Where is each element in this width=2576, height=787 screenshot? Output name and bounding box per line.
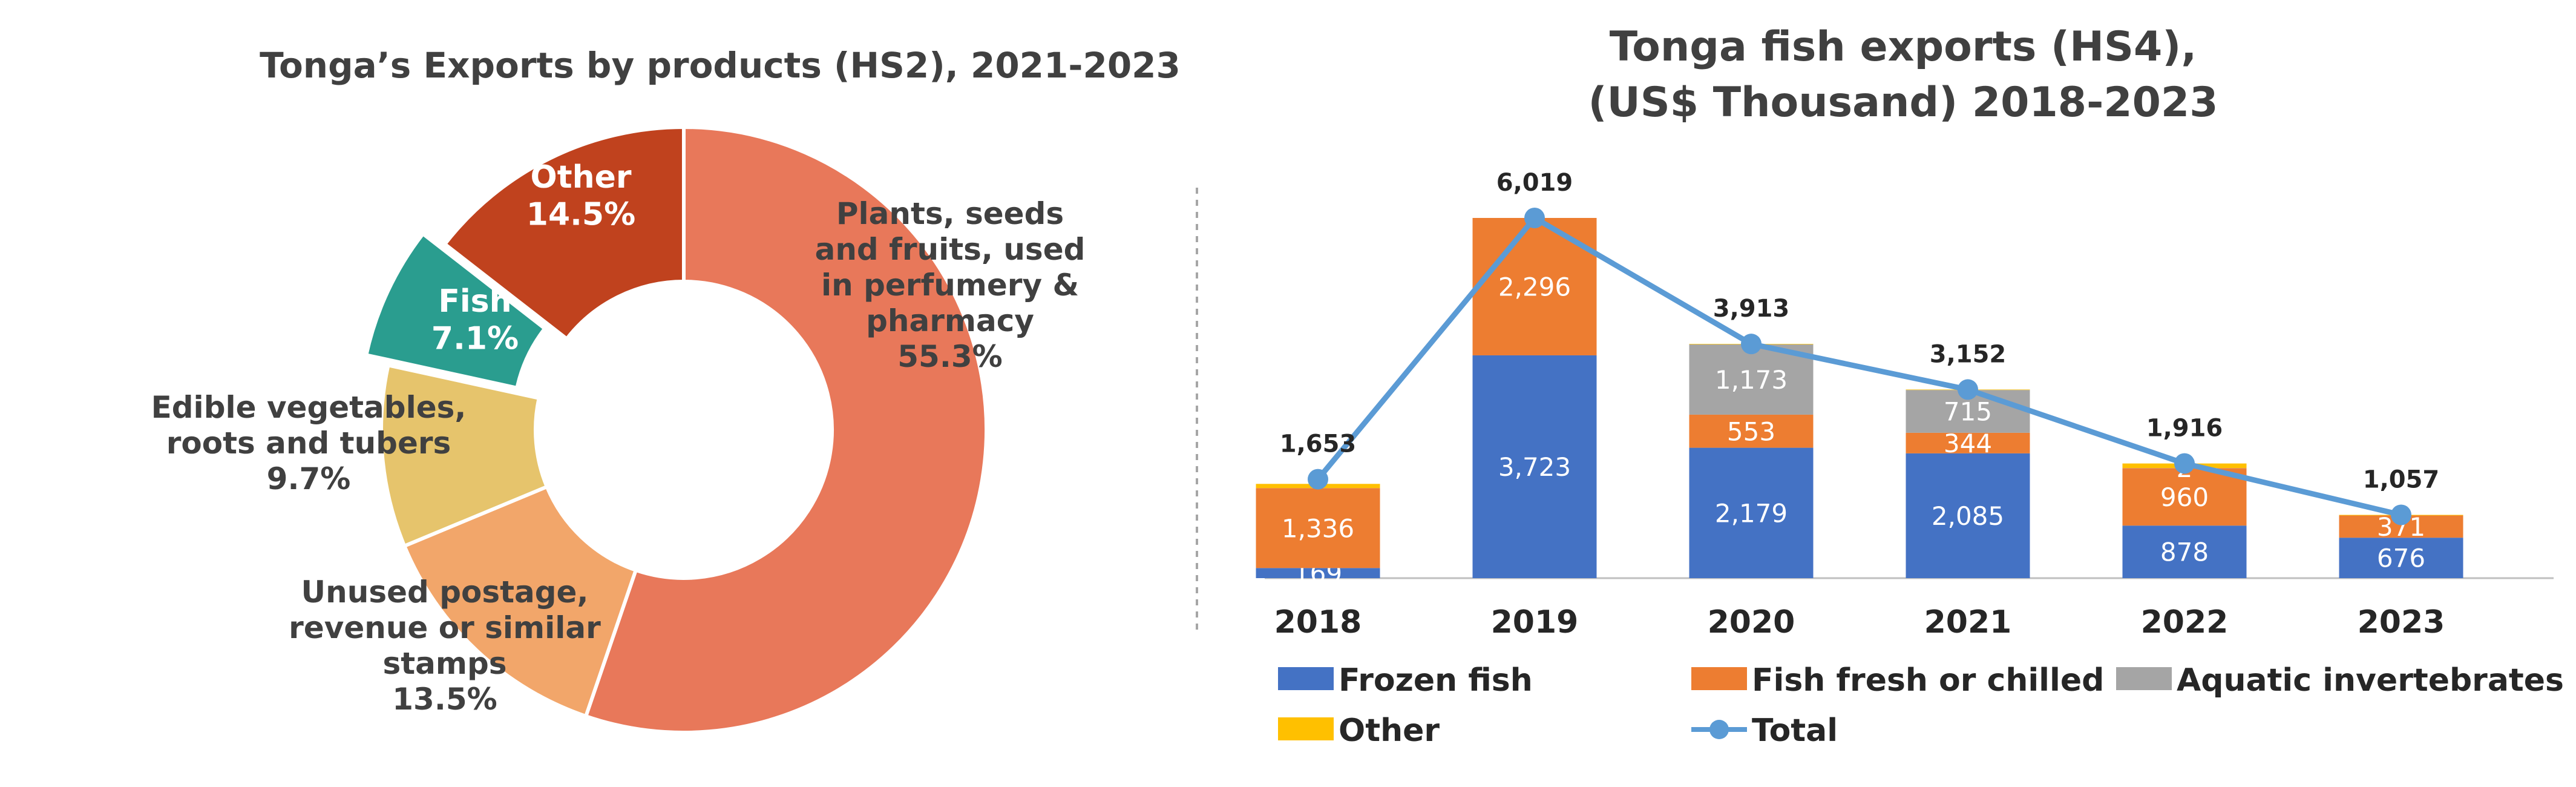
donut-label-fish: Fish 7.1% — [431, 283, 519, 357]
bar-frozen-fish-2019 — [1472, 355, 1597, 578]
donut-chart-title: Tonga’s Exports by products (HS2), 2021-… — [260, 45, 1181, 86]
donut-chart: Tonga’s Exports by products (HS2), 2021-… — [151, 45, 1181, 734]
legend-swatch-fish-fresh-or-chilled — [1691, 667, 1747, 690]
bar-label-frozen-fish-2019: 3,723 — [1498, 452, 1571, 482]
bar-label-aquatic-invertebrates-2021: 715 — [1944, 397, 1992, 427]
donut-slice-unused-postage-revenue-or-similar-stamps — [402, 484, 638, 719]
bar-label-fish-fresh-or-chilled-2019: 2,296 — [1498, 272, 1571, 301]
donut-label-plants-seeds-and-fruits-used-in-perfumery-pharmacy: Plants, seeds and fruits, used in perfumer… — [815, 196, 1086, 374]
total-label-2020: 3,913 — [1713, 295, 1790, 323]
total-line — [1316, 215, 2402, 518]
bar-aquatic-invertebrates-2020 — [1689, 344, 1814, 415]
total-point-2019 — [1524, 208, 1545, 228]
bar-fish-fresh-or-chilled-2022 — [2122, 468, 2247, 526]
x-tick-2019: 2019 — [1491, 604, 1579, 640]
legend-label-total: Total — [1752, 713, 1838, 749]
legend-label-other: Other — [1339, 713, 1440, 749]
bar-fish-fresh-or-chilled-2020 — [1689, 414, 1814, 448]
donut-slice-fish — [364, 231, 548, 390]
stacked-bar-chart: Tonga fish exports (HS4), (US$ Thousand)… — [1256, 23, 2564, 749]
bar-chart-title-line-1: Tonga fish exports (HS4), — [1610, 23, 2197, 71]
legend-label-frozen-fish: Frozen fish — [1339, 662, 1533, 699]
bar-label-fish-fresh-or-chilled-2021: 344 — [1944, 429, 1992, 458]
total-label-2021: 3,152 — [1930, 340, 2007, 368]
bar-chart-title-line-2: (US$ Thousand) 2018-2023 — [1588, 79, 2218, 127]
bar-label-fish-fresh-or-chilled-2018: 1,336 — [1282, 513, 1354, 543]
x-axis-ticks: 2018 2019 2020 2021 2022 2023 — [1274, 604, 2445, 640]
bar-stacks: 1691,3363,7232,2962,1795531,1732,0853447… — [1256, 218, 2463, 588]
x-tick-2018: 2018 — [1274, 604, 1362, 640]
donut-label-other: Other 14.5% — [526, 159, 635, 232]
donut-slice-plants-seeds-and-fruits-used-in-perfumery-pharmacy — [583, 125, 988, 734]
bar-label-frozen-fish-2020: 2,179 — [1715, 498, 1788, 528]
total-series: 1,653 6,019 3,913 3,152 1,916 1,057 — [1280, 169, 2440, 525]
x-tick-2021: 2021 — [1924, 604, 2012, 640]
bar-frozen-fish-2023 — [2339, 538, 2463, 578]
total-point-2020 — [1741, 334, 1762, 355]
donut-slices — [364, 125, 988, 734]
legend-label-aquatic-invertebrates: Aquatic invertebrates — [2177, 662, 2564, 699]
donut-labels: Plants, seeds and fruits, used in perfumer… — [151, 159, 1086, 717]
donut-slice-other — [442, 125, 686, 341]
total-label-2018: 1,653 — [1280, 430, 1357, 458]
legend-swatch-aquatic-invertebrates — [2116, 667, 2172, 690]
bar-label-frozen-fish-2021: 2,085 — [1932, 501, 2004, 531]
total-label-2022: 1,916 — [2146, 415, 2223, 443]
bar-label-fish-fresh-or-chilled-2020: 553 — [1727, 417, 1775, 446]
total-point-2021 — [1958, 379, 1978, 400]
legend-swatch-other — [1278, 717, 1334, 740]
total-label-2023: 1,057 — [2363, 466, 2440, 494]
donut-slice-edible-vegetables-roots-and-tubers — [379, 363, 549, 548]
x-tick-2020: 2020 — [1708, 604, 1795, 640]
donut-label-edible-vegetables-roots-and-tubers: Edible vegetables, roots and tubers 9.7% — [151, 390, 467, 496]
legend-swatch-marker-total — [1709, 720, 1729, 739]
bar-label-aquatic-invertebrates-2020: 1,173 — [1715, 365, 1788, 395]
bar-frozen-fish-2020 — [1689, 447, 1814, 578]
bar-frozen-fish-2018 — [1256, 568, 1380, 578]
bar-fish-fresh-or-chilled-2018 — [1256, 488, 1380, 568]
total-label-2019: 6,019 — [1496, 169, 1573, 197]
legend-swatch-frozen-fish — [1278, 667, 1334, 690]
total-point-2022 — [2174, 453, 2195, 474]
bar-frozen-fish-2021 — [1906, 453, 2030, 578]
bar-label-frozen-fish-2022: 878 — [2160, 538, 2209, 567]
bar-frozen-fish-2022 — [2122, 525, 2247, 578]
total-point-2018 — [1308, 469, 1328, 490]
bar-label-frozen-fish-2023: 676 — [2377, 544, 2425, 573]
x-tick-2023: 2023 — [2358, 604, 2445, 640]
bar-fish-fresh-or-chilled-2021 — [1906, 432, 2030, 453]
bar-label-fish-fresh-or-chilled-2022: 960 — [2160, 482, 2209, 512]
donut-label-unused-postage-revenue-or-similar-stamps: Unused postage, revenue or similar stamps 1… — [289, 575, 601, 717]
legend: Frozen fish Fish fresh or chilled Aquatic … — [1278, 662, 2564, 749]
legend-label-fish-fresh-or-chilled: Fish fresh or chilled — [1752, 662, 2104, 699]
total-point-2023 — [2391, 504, 2411, 525]
x-tick-2022: 2022 — [2141, 604, 2229, 640]
